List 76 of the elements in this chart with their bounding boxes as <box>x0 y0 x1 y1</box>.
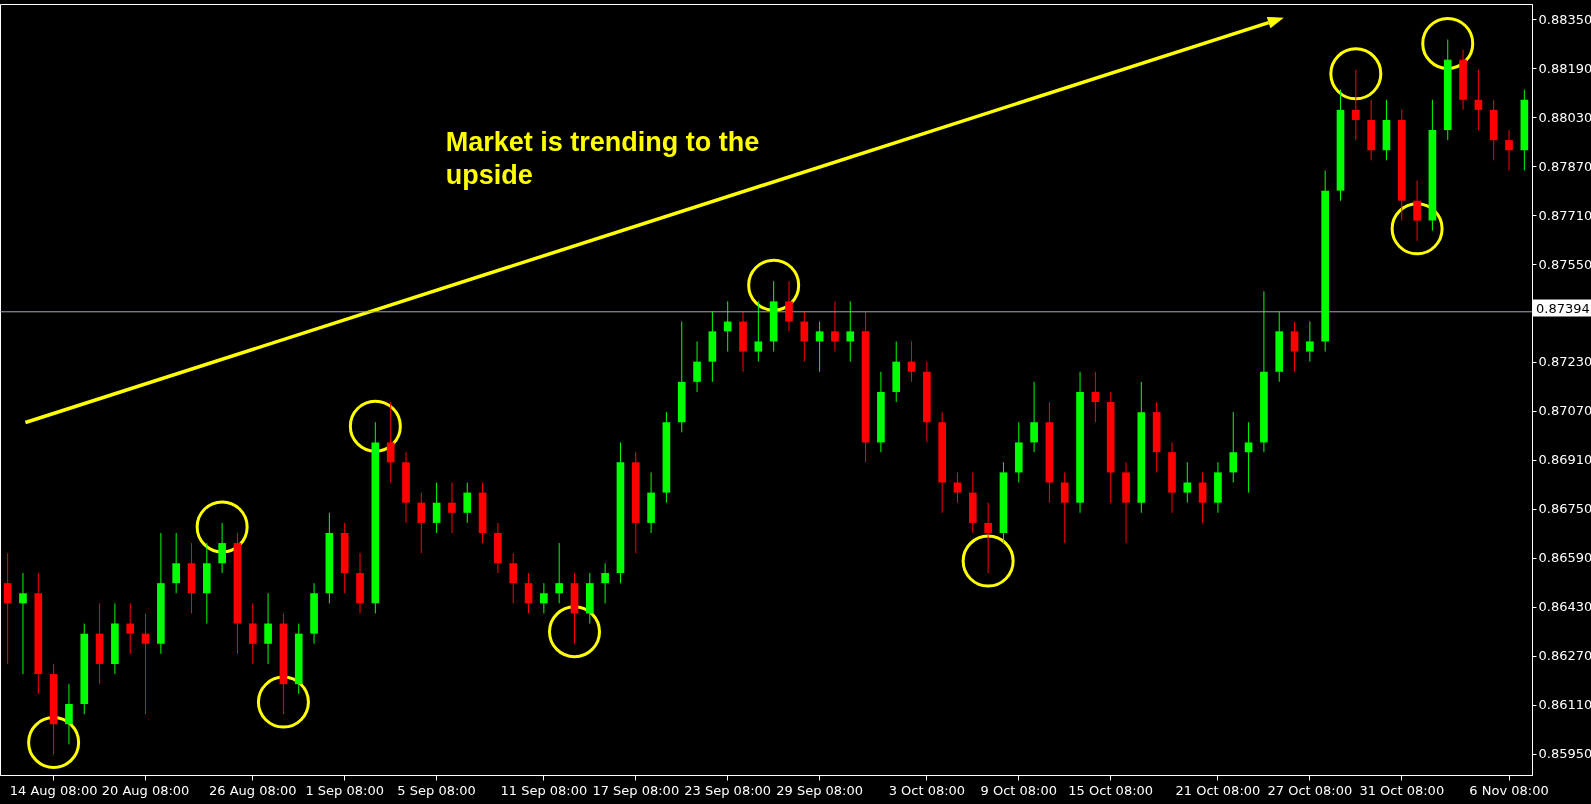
y-tick-label: 0.87070 <box>1538 403 1591 419</box>
candlestick <box>432 482 441 534</box>
x-tick-label: 20 Aug 08:00 <box>101 782 190 798</box>
candlestick <box>141 612 150 715</box>
candlestick <box>754 300 763 363</box>
x-tick-label: 15 Oct 08:00 <box>1068 782 1154 798</box>
candlestick <box>1306 321 1314 363</box>
x-tick-label: 29 Sep 08:00 <box>776 782 864 798</box>
y-tick-label: 0.87710 <box>1538 207 1591 223</box>
y-tick-label: 0.88030 <box>1538 109 1591 125</box>
y-tick-label: 0.87230 <box>1538 354 1591 370</box>
x-tick-label: 6 Nov 08:00 <box>1469 782 1549 798</box>
x-tick-label: 23 Sep 08:00 <box>684 782 772 798</box>
x-tick-label: 3 Oct 08:00 <box>888 782 966 798</box>
candlestick <box>19 572 27 675</box>
ref-line-label: 0.87394 <box>1533 299 1591 317</box>
x-tick-label: 5 Sep 08:00 <box>397 782 476 798</box>
y-tick-label: 0.88350 <box>1538 11 1591 27</box>
candlestick <box>1474 69 1483 131</box>
candlestick <box>1091 371 1100 423</box>
candlestick <box>907 340 916 383</box>
candlestick <box>1183 461 1192 504</box>
candlestick <box>693 340 701 393</box>
candlestick <box>509 552 518 604</box>
candlestick <box>172 532 181 594</box>
candlestick <box>126 602 135 655</box>
x-tick-label: 14 Aug 08:00 <box>9 782 98 798</box>
candlestick <box>1290 321 1299 373</box>
candlestick <box>846 300 855 363</box>
candlestick <box>601 562 609 604</box>
annotation: Market is trending to the upside <box>445 125 761 192</box>
candlestick <box>448 482 456 534</box>
candlestick <box>1244 421 1253 494</box>
candlestick <box>386 401 395 484</box>
candlestick <box>1351 69 1360 141</box>
candlestick <box>953 471 962 504</box>
candlestick <box>1229 411 1238 484</box>
y-tick-label: 0.86590 <box>1538 550 1591 566</box>
candlestick <box>1198 471 1207 524</box>
x-tick-label: 21 Oct 08:00 <box>1175 782 1261 798</box>
candlestick <box>1413 180 1421 242</box>
y-tick-label: 0.85950 <box>1538 746 1591 762</box>
x-tick-label: 31 Oct 08:00 <box>1359 782 1445 798</box>
x-tick-label: 26 Aug 08:00 <box>208 782 297 798</box>
candlestick <box>555 542 564 604</box>
x-tick-label: 11 Sep 08:00 <box>500 782 588 798</box>
candlestick <box>463 482 472 524</box>
candlestick <box>785 280 793 332</box>
x-tick-label: 1 Sep 08:00 <box>305 782 384 798</box>
y-tick-label: 0.86110 <box>1538 697 1591 713</box>
x-tick-label: 27 Oct 08:00 <box>1267 782 1353 798</box>
candlestick <box>800 310 809 363</box>
y-tick-label: 0.86750 <box>1538 501 1591 517</box>
candlestick <box>815 321 824 373</box>
y-tick-label: 0.86270 <box>1538 648 1591 664</box>
candlestick <box>1060 471 1069 544</box>
candlestick <box>248 602 257 665</box>
candlestick <box>3 552 12 665</box>
candlestick <box>218 522 226 574</box>
y-tick-label: 0.87870 <box>1538 158 1591 174</box>
y-tick-label: 0.86430 <box>1538 599 1591 615</box>
candlestick <box>264 592 272 665</box>
x-tick-label: 9 Oct 08:00 <box>980 782 1058 798</box>
candlestick <box>540 582 548 614</box>
candlestick <box>723 300 732 353</box>
y-tick-label: 0.86910 <box>1538 452 1591 468</box>
candlestick <box>1030 381 1038 453</box>
candlestick <box>831 300 839 353</box>
candlestick <box>65 683 73 745</box>
candlestick <box>1505 129 1513 171</box>
y-tick-label: 0.87550 <box>1538 256 1591 272</box>
y-tick-label: 0.88190 <box>1538 60 1591 76</box>
candlestick <box>524 572 533 614</box>
x-tick-label: 17 Sep 08:00 <box>592 782 680 798</box>
candlestick <box>984 502 992 574</box>
candlestick <box>417 492 426 554</box>
